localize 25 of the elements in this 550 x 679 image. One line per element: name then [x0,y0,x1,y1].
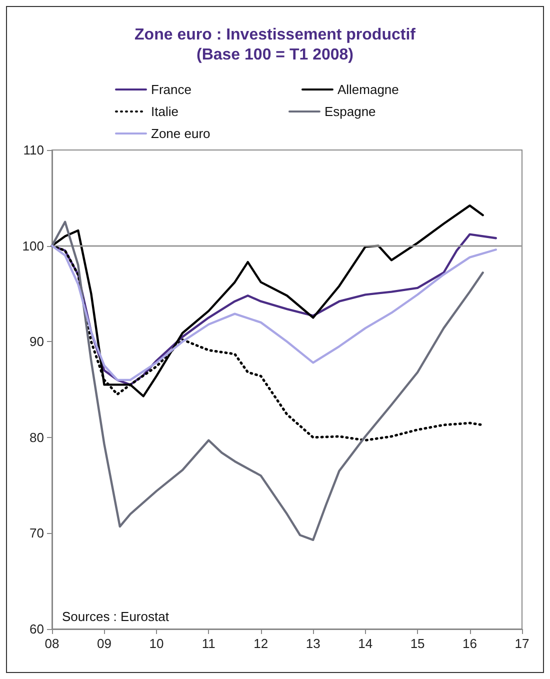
x-tick-label: 17 [514,636,530,651]
y-tick-label: 60 [30,622,44,636]
y-tick-label: 80 [30,430,44,445]
legend-label: Espagne [324,104,376,119]
x-tick-label: 10 [149,636,164,651]
x-tick-label: 08 [44,636,60,651]
chart-title: Zone euro : Investissement productif [134,26,416,44]
y-tick-label: 90 [30,334,44,350]
chart-subtitle: (Base 100 = T1 2008) [196,46,354,64]
legend-label: Zone euro [151,126,210,141]
annotation: Sources : Eurostat [62,609,170,624]
y-tick-label: 110 [23,142,44,158]
x-tick-label: 09 [96,636,112,651]
x-tick-label: 11 [202,636,216,651]
y-tick-label: 100 [22,238,44,254]
y-tick-label: 70 [30,526,44,541]
legend-label: France [151,82,192,97]
x-tick-label: 16 [462,636,478,651]
x-tick-label: 13 [306,636,320,651]
x-tick-label: 14 [358,636,373,651]
x-tick-label: 15 [410,636,425,651]
legend-label: Allemagne [337,82,399,97]
x-tick-label: 12 [254,636,268,651]
legend-label: Italie [151,104,178,119]
line-series [50,220,484,542]
